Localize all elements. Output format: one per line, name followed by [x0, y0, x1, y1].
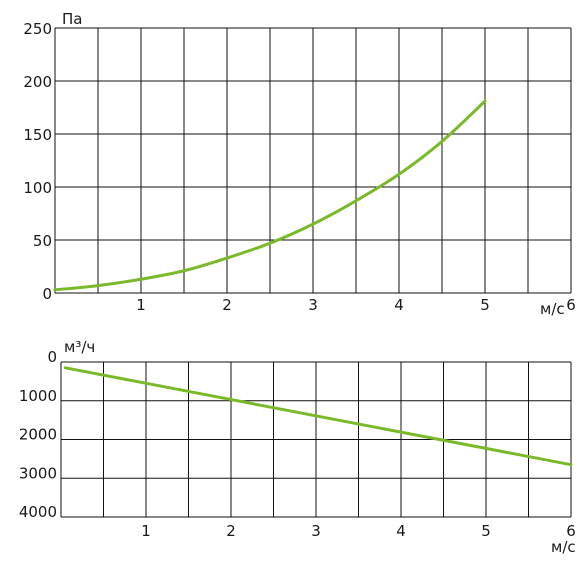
- y-tick-label: 4000: [19, 503, 57, 521]
- x-tick-label: 6: [566, 296, 576, 314]
- grid: [60, 361, 572, 518]
- x-tick-label: 1: [136, 296, 146, 314]
- x-tick-label: 4: [396, 522, 406, 540]
- y-tick-label: 50: [33, 232, 52, 250]
- data-series-line-0: [53, 99, 487, 292]
- data-series-line-0: [63, 366, 573, 467]
- grid: [54, 27, 572, 294]
- y-axis-label: Па: [62, 10, 82, 28]
- x-tick-label: 1: [141, 522, 151, 540]
- x-tick-label: 5: [480, 296, 490, 314]
- y-tick-label: 0: [47, 348, 57, 366]
- x-axis-label: м/с: [540, 300, 565, 318]
- x-tick-label: 5: [481, 522, 491, 540]
- x-tick-label: 3: [311, 522, 321, 540]
- y-tick-label: 250: [23, 20, 52, 38]
- airflow-chart: 0 1000 2000 3000 4000 1 2 3 4 5 6 м³/ч м/с: [19, 338, 576, 556]
- y-axis-label: м³/ч: [64, 338, 95, 356]
- x-tick-label: 2: [226, 522, 236, 540]
- y-tick-label: 150: [23, 126, 52, 144]
- y-tick-label: 0: [42, 285, 52, 303]
- pressure-chart: 0 50 100 150 200 250 1 2 3 4 5 6 Па м/с: [23, 10, 575, 318]
- y-tick-label: 1000: [19, 387, 57, 405]
- y-tick-label: 3000: [19, 464, 57, 482]
- y-tick-label: 100: [23, 179, 52, 197]
- x-tick-label: 2: [222, 296, 232, 314]
- y-tick-label: 2000: [19, 426, 57, 444]
- x-axis-label: м/с: [551, 538, 576, 556]
- x-tick-label: 3: [308, 296, 318, 314]
- x-tick-label: 4: [394, 296, 404, 314]
- x-tick-label: 6: [566, 522, 576, 540]
- y-tick-label: 200: [23, 73, 52, 91]
